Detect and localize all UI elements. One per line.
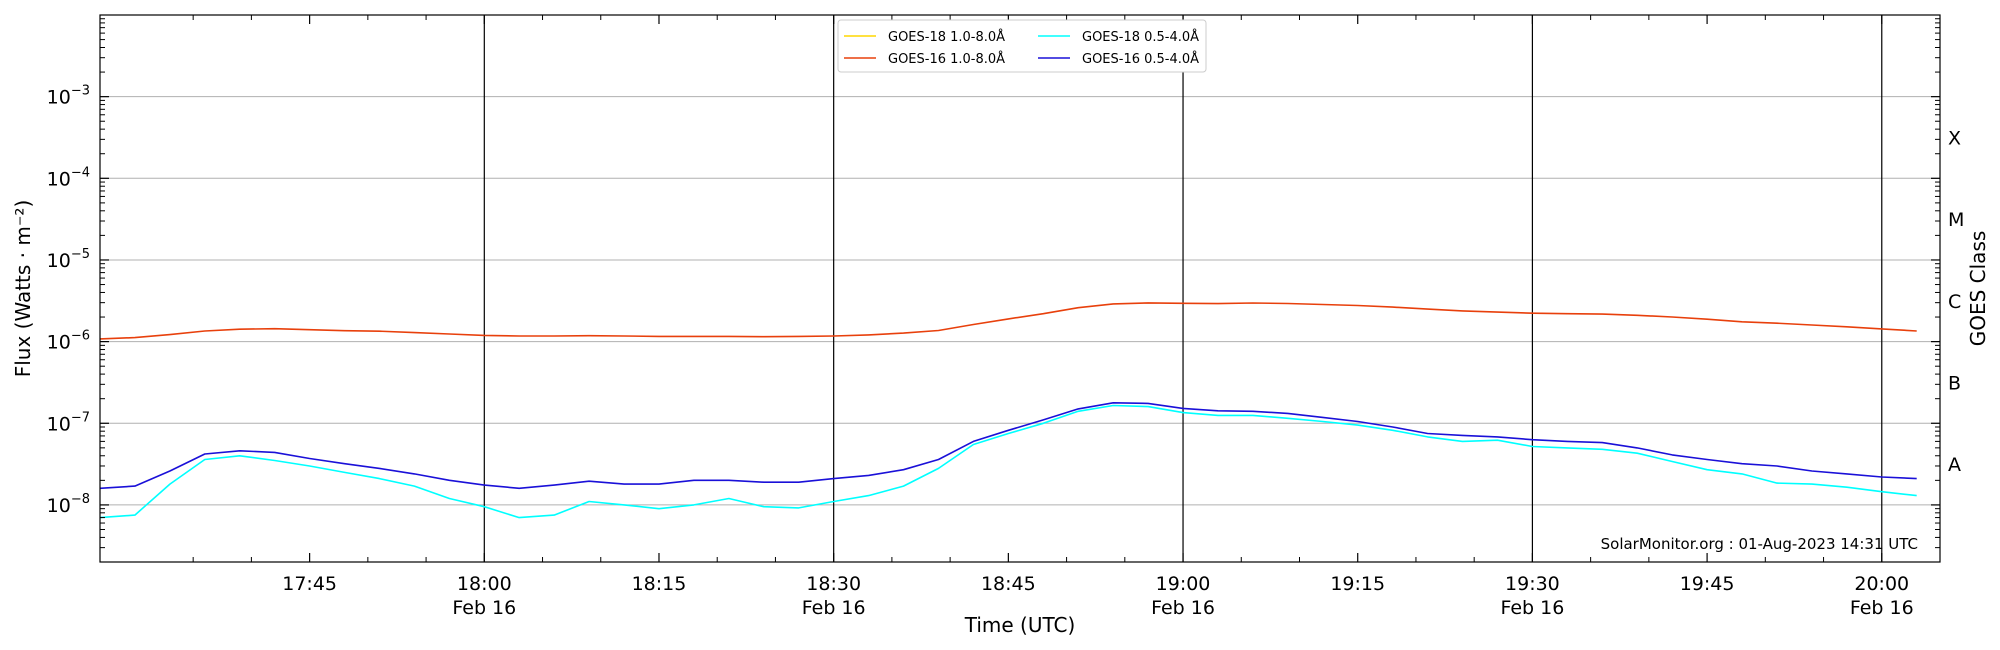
y-tick-label: 10−6: [47, 329, 90, 354]
x-axis-title: Time (UTC): [964, 613, 1076, 637]
x-tick-label: 19:00: [1156, 573, 1211, 595]
goes-class-label: B: [1948, 372, 1961, 394]
x-tick-label: 19:15: [1330, 573, 1385, 595]
legend-box: [837, 19, 1207, 73]
x-tick-label: 17:45: [282, 573, 337, 595]
y-axis-title: Flux (Watts · m⁻²): [11, 200, 35, 378]
grid-lines: [100, 96, 1940, 506]
x-tick-date-label: Feb 16: [1850, 597, 1914, 619]
x-tick-label: 18:30: [806, 573, 861, 595]
series-line: [99, 302, 1917, 340]
x-tick-date-label: Feb 16: [1500, 597, 1564, 619]
goes-class-label: M: [1948, 209, 1964, 231]
goes-class-label: C: [1948, 291, 1961, 313]
x-tick-label: 18:00: [457, 573, 512, 595]
x-tick-date-label: Feb 16: [1151, 597, 1215, 619]
plot-frame: [99, 14, 1941, 563]
legend-label: GOES-18 1.0-8.0Å: [888, 29, 1005, 45]
x-tick-label: 19:45: [1680, 573, 1735, 595]
goes-class-labels: A B C M X: [1948, 128, 1964, 477]
y-tick-label: 10−5: [47, 247, 90, 272]
x-tick-label: 18:45: [981, 573, 1036, 595]
x-tick-date-label: Feb 16: [452, 597, 516, 619]
goes-class-label: A: [1948, 454, 1961, 476]
legend-label: GOES-16 0.5-4.0Å: [1082, 51, 1199, 67]
y-tick-label: 10−4: [47, 165, 90, 190]
goes-class-axis-title: GOES Class: [1966, 231, 1990, 347]
series-line: [99, 401, 1917, 490]
x-tick-date-label: Feb 16: [802, 597, 866, 619]
legend: GOES-18 1.0-8.0Å GOES-18 0.5-4.0Å GOES-16 …: [837, 19, 1207, 73]
legend-label: GOES-18 0.5-4.0Å: [1082, 29, 1199, 45]
axis-ticks: [100, 15, 1941, 563]
y-tick-label: 10−8: [47, 492, 90, 517]
source-annotation: SolarMonitor.org : 01-Aug-2023 14:31 UTC: [1601, 535, 1918, 553]
legend-label: GOES-16 1.0-8.0Å: [888, 51, 1005, 67]
day-markers: [483, 15, 1883, 562]
series-lines: [99, 302, 1917, 519]
y-tick-label: 10−7: [47, 410, 90, 435]
y-tick-labels: 10−8 10−7 10−6 10−5 10−4 10−3: [47, 84, 90, 517]
x-tick-label: 20:00: [1854, 573, 1909, 595]
series-line: [99, 404, 1917, 519]
y-tick-label: 10−3: [47, 84, 90, 109]
goes-class-label: X: [1948, 128, 1961, 150]
x-tick-label: 19:30: [1505, 573, 1560, 595]
x-tick-label: 18:15: [632, 573, 687, 595]
